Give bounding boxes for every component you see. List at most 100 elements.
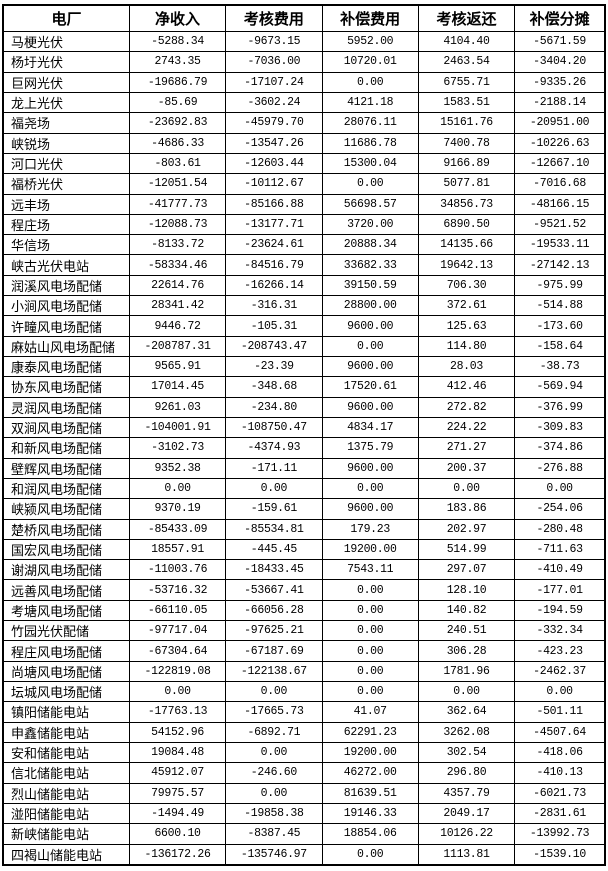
net-income-cell: 2743.35 — [128, 51, 227, 73]
assessment-return-cell: 296.80 — [417, 762, 516, 784]
table-row: 润溪风电场配储 22614.76 -16266.14 39150.59 706.30 -9… — [2, 274, 606, 297]
compensation-fee-cell: 20888.34 — [321, 234, 419, 256]
compensation-fee-cell: 0.00 — [321, 620, 419, 642]
table-row: 坛城风电场配储 0.00 0.00 0.00 0.00 0.00 — [2, 680, 606, 703]
table-row: 小涧风电场配储 28341.42 -316.31 28800.00 372.61 -514… — [2, 295, 606, 317]
compensation-share-cell: -423.23 — [514, 640, 606, 662]
assessment-fee-cell: -85166.88 — [225, 193, 323, 215]
assessment-fee-cell: -348.68 — [225, 376, 323, 398]
compensation-fee-cell: 179.23 — [321, 518, 419, 540]
assessment-return-cell: 271.27 — [417, 437, 516, 459]
compensation-share-cell: -280.48 — [514, 518, 606, 540]
plant-name-cell: 巨网光伏 — [2, 71, 130, 93]
plant-name-cell: 峡古光伏电站 — [2, 254, 130, 276]
assessment-fee-cell: -85534.81 — [225, 518, 323, 540]
assessment-fee-cell: 0.00 — [225, 477, 323, 500]
assessment-return-cell: 6755.71 — [417, 71, 516, 93]
table-row: 峡古光伏电站 -58334.46 -84516.79 33682.33 19642.13… — [2, 254, 606, 276]
plant-name-cell: 双涧风电场配储 — [2, 416, 130, 439]
assessment-fee-cell: -13547.26 — [225, 132, 323, 154]
compensation-fee-cell: 0.00 — [321, 71, 419, 93]
assessment-fee-cell: -445.45 — [225, 538, 323, 561]
compensation-share-cell: -1539.10 — [514, 843, 606, 866]
plant-name-cell: 灵润风电场配储 — [2, 396, 130, 418]
compensation-fee-cell: 62291.23 — [321, 721, 419, 743]
net-income-cell: -5288.34 — [128, 30, 227, 53]
compensation-fee-cell: 0.00 — [321, 660, 419, 683]
table-row: 协东风电场配储 17014.45 -348.68 17520.61 412.46 -569… — [2, 376, 606, 398]
compensation-fee-cell: 0.00 — [321, 579, 419, 601]
compensation-fee-cell: 81639.51 — [321, 782, 419, 804]
compensation-share-cell: -309.83 — [514, 416, 606, 439]
compensation-fee-cell: 41.07 — [321, 701, 419, 723]
compensation-share-cell: -9335.26 — [514, 71, 606, 93]
table-row: 湴阳储能电站 -1494.49 -19858.38 19146.33 2049.17 -2… — [2, 802, 606, 825]
table-row: 谢湖风电场配储 -11003.76 -18433.45 7543.11 297.07 -4… — [2, 559, 606, 581]
plant-name-cell: 和润风电场配储 — [2, 477, 130, 500]
compensation-fee-cell: 4121.18 — [321, 91, 419, 114]
assessment-fee-cell: -19858.38 — [225, 802, 323, 825]
compensation-share-cell: -158.64 — [514, 335, 606, 358]
settlement-table-page: 电厂 净收入 考核费用 补偿费用 考核返还 补偿分摊 马梗光伏 -5288.34 -9673.… — [2, 4, 606, 866]
compensation-fee-cell: 28076.11 — [321, 112, 419, 134]
assessment-fee-cell: -10112.67 — [225, 173, 323, 195]
net-income-cell: -58334.46 — [128, 254, 227, 276]
plant-name-cell: 安和储能电站 — [2, 741, 130, 764]
net-income-cell: -23692.83 — [128, 112, 227, 134]
net-income-cell: -1494.49 — [128, 802, 227, 825]
plant-name-cell: 程庄场 — [2, 213, 130, 236]
compensation-share-cell: -27142.13 — [514, 254, 606, 276]
table-row: 和新风电场配储 -3102.73 -4374.93 1375.79 271.27 -374… — [2, 437, 606, 459]
assessment-return-cell: 19642.13 — [417, 254, 516, 276]
compensation-share-cell: -19533.11 — [514, 234, 606, 256]
compensation-share-cell: 0.00 — [514, 477, 606, 500]
plant-name-cell: 马梗光伏 — [2, 30, 130, 53]
assessment-fee-cell: -13177.71 — [225, 213, 323, 236]
table-row: 竹园光伏配储 -97717.04 -97625.21 0.00 240.51 -332.3… — [2, 620, 606, 642]
table-row: 四褐山储能电站 -136172.26 -135746.97 0.00 1113.81 -1… — [2, 843, 606, 866]
compensation-share-cell: -2831.61 — [514, 802, 606, 825]
compensation-share-cell: -410.49 — [514, 559, 606, 581]
compensation-fee-cell: 19200.00 — [321, 538, 419, 561]
assessment-return-cell: 140.82 — [417, 599, 516, 622]
assessment-fee-cell: -23624.61 — [225, 234, 323, 256]
plant-name-cell: 尚塘风电场配储 — [2, 660, 130, 683]
compensation-share-cell: -2462.37 — [514, 660, 606, 683]
table-row: 安和储能电站 19084.48 0.00 19200.00 302.54 -418.06 — [2, 741, 606, 764]
net-income-cell: -12051.54 — [128, 173, 227, 195]
assessment-fee-cell: -8387.45 — [225, 823, 323, 845]
compensation-share-cell: -20951.00 — [514, 112, 606, 134]
table-row: 远丰场 -41777.73 -85166.88 56698.57 34856.73 -48… — [2, 193, 606, 215]
assessment-fee-cell: -18433.45 — [225, 559, 323, 581]
column-header-compensation-fee: 补偿费用 — [321, 4, 419, 32]
net-income-cell: 6600.10 — [128, 823, 227, 845]
plant-name-cell: 烈山储能电站 — [2, 782, 130, 804]
table-row: 龙上光伏 -85.69 -3602.24 4121.18 1583.51 -2188.14 — [2, 91, 606, 114]
table-row: 壁辉风电场配储 9352.38 -171.11 9600.00 200.37 -276.8… — [2, 457, 606, 479]
net-income-cell: 9370.19 — [128, 498, 227, 520]
compensation-share-cell: -374.86 — [514, 437, 606, 459]
compensation-share-cell: -13992.73 — [514, 823, 606, 845]
assessment-return-cell: 28.03 — [417, 355, 516, 378]
plant-name-cell: 福尧场 — [2, 112, 130, 134]
assessment-return-cell: 297.07 — [417, 559, 516, 581]
net-income-cell: 0.00 — [128, 680, 227, 703]
table-row: 尚塘风电场配储 -122819.08 -122138.67 0.00 1781.96 -2… — [2, 660, 606, 683]
assessment-fee-cell: -7036.00 — [225, 51, 323, 73]
compensation-fee-cell: 17520.61 — [321, 376, 419, 398]
net-income-cell: 45912.07 — [128, 762, 227, 784]
assessment-return-cell: 224.22 — [417, 416, 516, 439]
compensation-fee-cell: 0.00 — [321, 843, 419, 866]
compensation-share-cell: -418.06 — [514, 741, 606, 764]
assessment-fee-cell: -17665.73 — [225, 701, 323, 723]
compensation-share-cell: -38.73 — [514, 355, 606, 378]
assessment-fee-cell: -316.31 — [225, 295, 323, 317]
assessment-fee-cell: -171.11 — [225, 457, 323, 479]
plant-name-cell: 龙上光伏 — [2, 91, 130, 114]
column-header-compensation-share: 补偿分摊 — [514, 4, 606, 32]
net-income-cell: -53716.32 — [128, 579, 227, 601]
table-row: 国宏风电场配储 18557.91 -445.45 19200.00 514.99 -711… — [2, 538, 606, 561]
compensation-fee-cell: 0.00 — [321, 680, 419, 703]
assessment-return-cell: 10126.22 — [417, 823, 516, 845]
assessment-return-cell: 7400.78 — [417, 132, 516, 154]
